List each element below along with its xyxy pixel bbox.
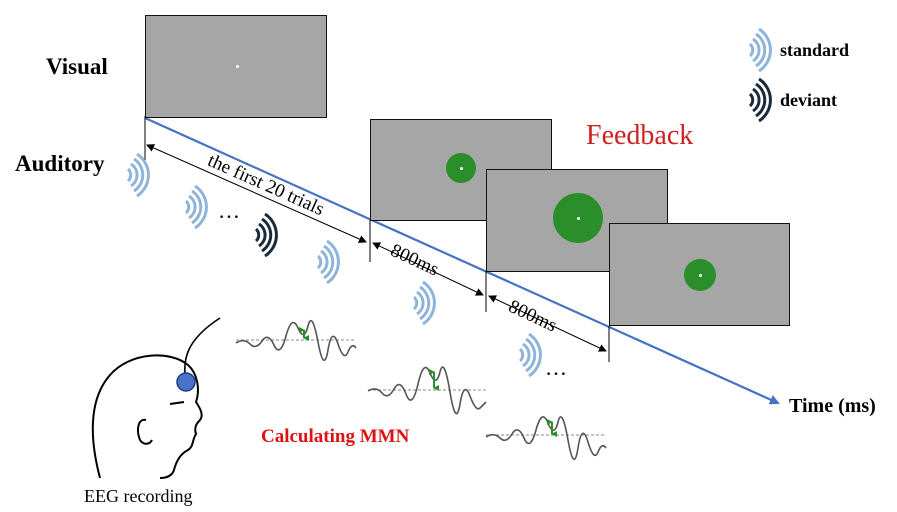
- erp-waveform-icon: [367, 366, 487, 415]
- sound-wave-deviant-icon: [748, 77, 772, 123]
- interval-arrow-2: [488, 295, 607, 352]
- eeg-recording-label: EEG recording: [84, 486, 193, 506]
- calculating-mmn-label: Calculating MMN: [261, 426, 410, 447]
- feedback-label: Feedback: [586, 120, 694, 151]
- first-trials-arrow: [146, 144, 367, 243]
- fixation-dot: [236, 65, 239, 68]
- visual-label: Visual: [46, 54, 108, 79]
- sound-wave-standard-icon: [518, 332, 542, 378]
- fixation-dot: [460, 167, 463, 170]
- visual-screen-fixation: [145, 15, 327, 118]
- sound-wave-standard-icon: [412, 280, 436, 326]
- electrode-wire: [183, 317, 221, 383]
- sound-wave-standard-icon: [126, 152, 150, 198]
- ellipsis-auditory-late: …: [545, 355, 567, 380]
- feedback-screen-3: [609, 223, 790, 326]
- legend-deviant-label: deviant: [780, 90, 838, 110]
- time-axis-label: Time (ms): [789, 395, 876, 417]
- legend-standard-label: standard: [780, 40, 850, 60]
- ellipsis-auditory: …: [218, 198, 240, 223]
- fixation-dot: [699, 274, 702, 277]
- interval-arrow-1: [372, 242, 484, 296]
- erp-waveform-icon: [485, 416, 607, 460]
- sound-wave-standard-icon: [316, 239, 340, 285]
- sound-wave-deviant-icon: [254, 212, 278, 258]
- erp-waveform-icon: [235, 319, 357, 361]
- auditory-label: Auditory: [15, 151, 105, 176]
- sound-wave-standard-icon: [748, 27, 772, 73]
- electrode-icon: [176, 372, 196, 392]
- head-outline-icon: [91, 354, 203, 479]
- sound-wave-standard-icon: [184, 184, 208, 230]
- fixation-dot: [577, 217, 580, 220]
